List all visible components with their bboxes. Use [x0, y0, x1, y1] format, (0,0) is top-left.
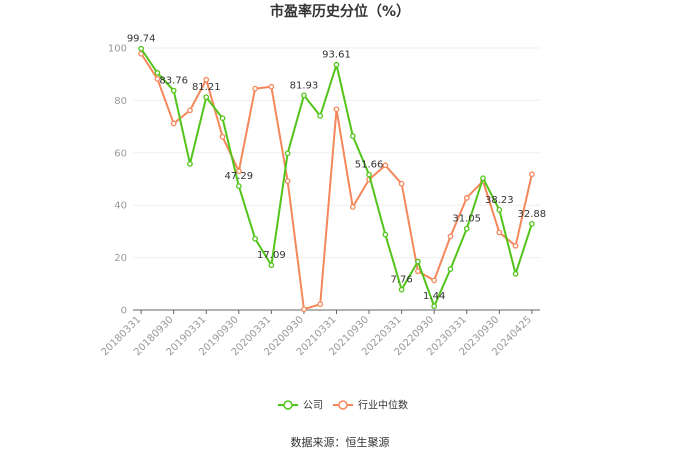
y-tick-label: 60 [114, 148, 127, 159]
data-point [235, 183, 242, 189]
data-label: 93.61 [322, 50, 351, 61]
data-point [219, 133, 226, 140]
data-point [415, 258, 421, 265]
legend-marker [283, 400, 293, 410]
data-point [187, 160, 193, 167]
data-point [415, 268, 421, 275]
data-point [219, 115, 226, 122]
data-label: 31.05 [452, 214, 481, 225]
data-point [317, 301, 324, 308]
data-point [170, 120, 177, 127]
data-label: 81.21 [192, 82, 221, 93]
data-point [333, 61, 340, 68]
y-tick-label: 80 [114, 96, 127, 107]
data-point [301, 306, 307, 313]
data-point [203, 94, 210, 101]
data-point [154, 70, 161, 76]
data-point [480, 175, 486, 182]
y-axis: 0 20 40 60 80 100 [108, 44, 127, 317]
data-point [252, 235, 258, 242]
data-point [349, 204, 356, 210]
legend-item[interactable]: 行业中位数 [333, 399, 408, 412]
data-point [301, 92, 307, 99]
legend-label: 公司 [303, 401, 323, 412]
data-point [349, 133, 356, 139]
chart-title: 市盈率历史分位（%） [270, 3, 410, 20]
data-point [138, 50, 144, 57]
data-point [268, 262, 275, 269]
data-point [512, 242, 519, 249]
data-point [529, 171, 535, 178]
y-tick-label: 0 [121, 306, 127, 317]
data-label: 47.29 [224, 171, 253, 182]
data-point [529, 221, 535, 227]
data-point [463, 225, 470, 232]
data-point [170, 87, 177, 94]
data-point [496, 229, 503, 236]
x-axis: 2018033120180930201903312019093020200331… [99, 309, 540, 358]
data-point [496, 206, 503, 213]
data-point [463, 195, 470, 201]
series-group: 99.74 83.76 81.21 47.29 17.09 81.93 93.61 51.66… [127, 34, 547, 313]
data-point [398, 180, 405, 187]
data-point [382, 162, 389, 169]
source-note: 数据来源：恒生聚源 [291, 435, 390, 449]
legend[interactable]: 公司 行业中位数 [278, 399, 408, 412]
data-label: 1.44 [423, 291, 445, 302]
legend-marker [338, 400, 348, 410]
data-label: 7.76 [390, 275, 412, 286]
data-point [284, 150, 291, 157]
data-point [398, 286, 405, 293]
y-tick-label: 100 [108, 44, 127, 55]
data-point [431, 277, 438, 284]
data-point [235, 168, 242, 174]
data-label: 99.74 [127, 34, 156, 45]
data-label: 83.76 [159, 76, 188, 87]
y-tick-label: 40 [114, 201, 127, 212]
data-label: 17.09 [257, 250, 286, 261]
data-point [268, 83, 275, 90]
data-point [252, 85, 258, 92]
data-point [284, 178, 291, 184]
data-point [333, 106, 340, 113]
data-point [203, 76, 210, 83]
data-point [447, 233, 454, 240]
data-point [447, 266, 454, 272]
data-point [138, 45, 144, 52]
legend-item[interactable]: 公司 [278, 400, 323, 412]
data-point [431, 303, 438, 310]
data-label: 51.66 [355, 160, 384, 171]
data-point [154, 76, 161, 82]
data-point [187, 107, 193, 114]
data-label: 32.88 [518, 209, 547, 220]
data-point [366, 171, 372, 178]
data-label: 38.23 [485, 195, 514, 206]
data-label: 81.93 [290, 80, 319, 91]
legend-label: 行业中位数 [358, 399, 408, 412]
data-point [317, 113, 324, 119]
data-point [382, 231, 389, 238]
data-point [512, 270, 519, 277]
y-tick-label: 20 [114, 253, 127, 264]
